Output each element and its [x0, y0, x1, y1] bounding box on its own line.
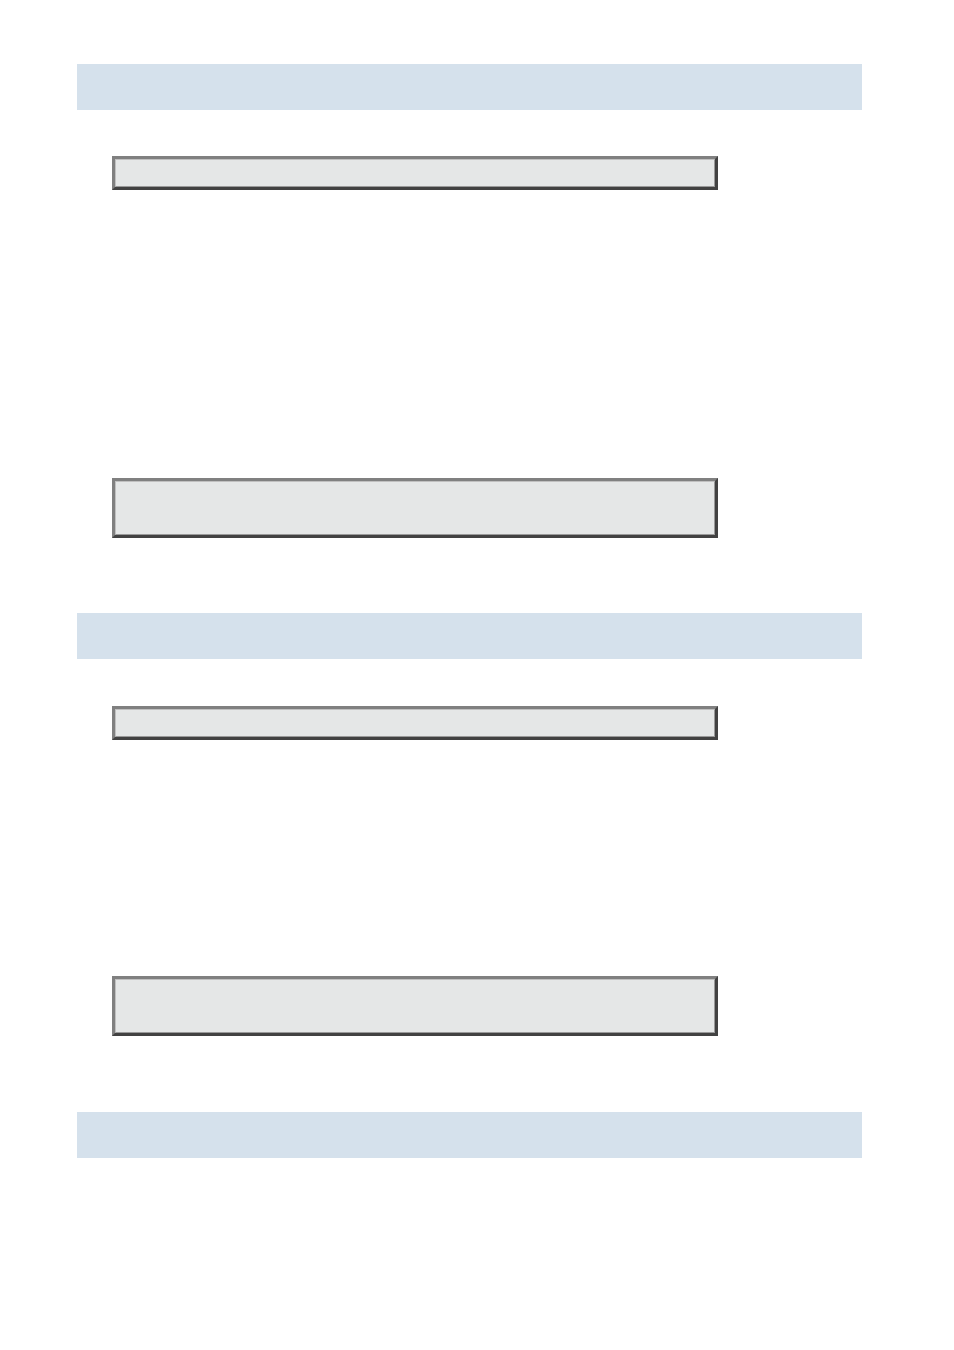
field-box-2b [112, 976, 718, 1036]
field-box-1a [112, 156, 718, 190]
section-header-3 [77, 1112, 862, 1158]
section-header-1 [77, 64, 862, 110]
page [0, 0, 954, 1350]
field-box-2a [112, 706, 718, 740]
field-box-1b [112, 478, 718, 538]
section-header-2 [77, 613, 862, 659]
